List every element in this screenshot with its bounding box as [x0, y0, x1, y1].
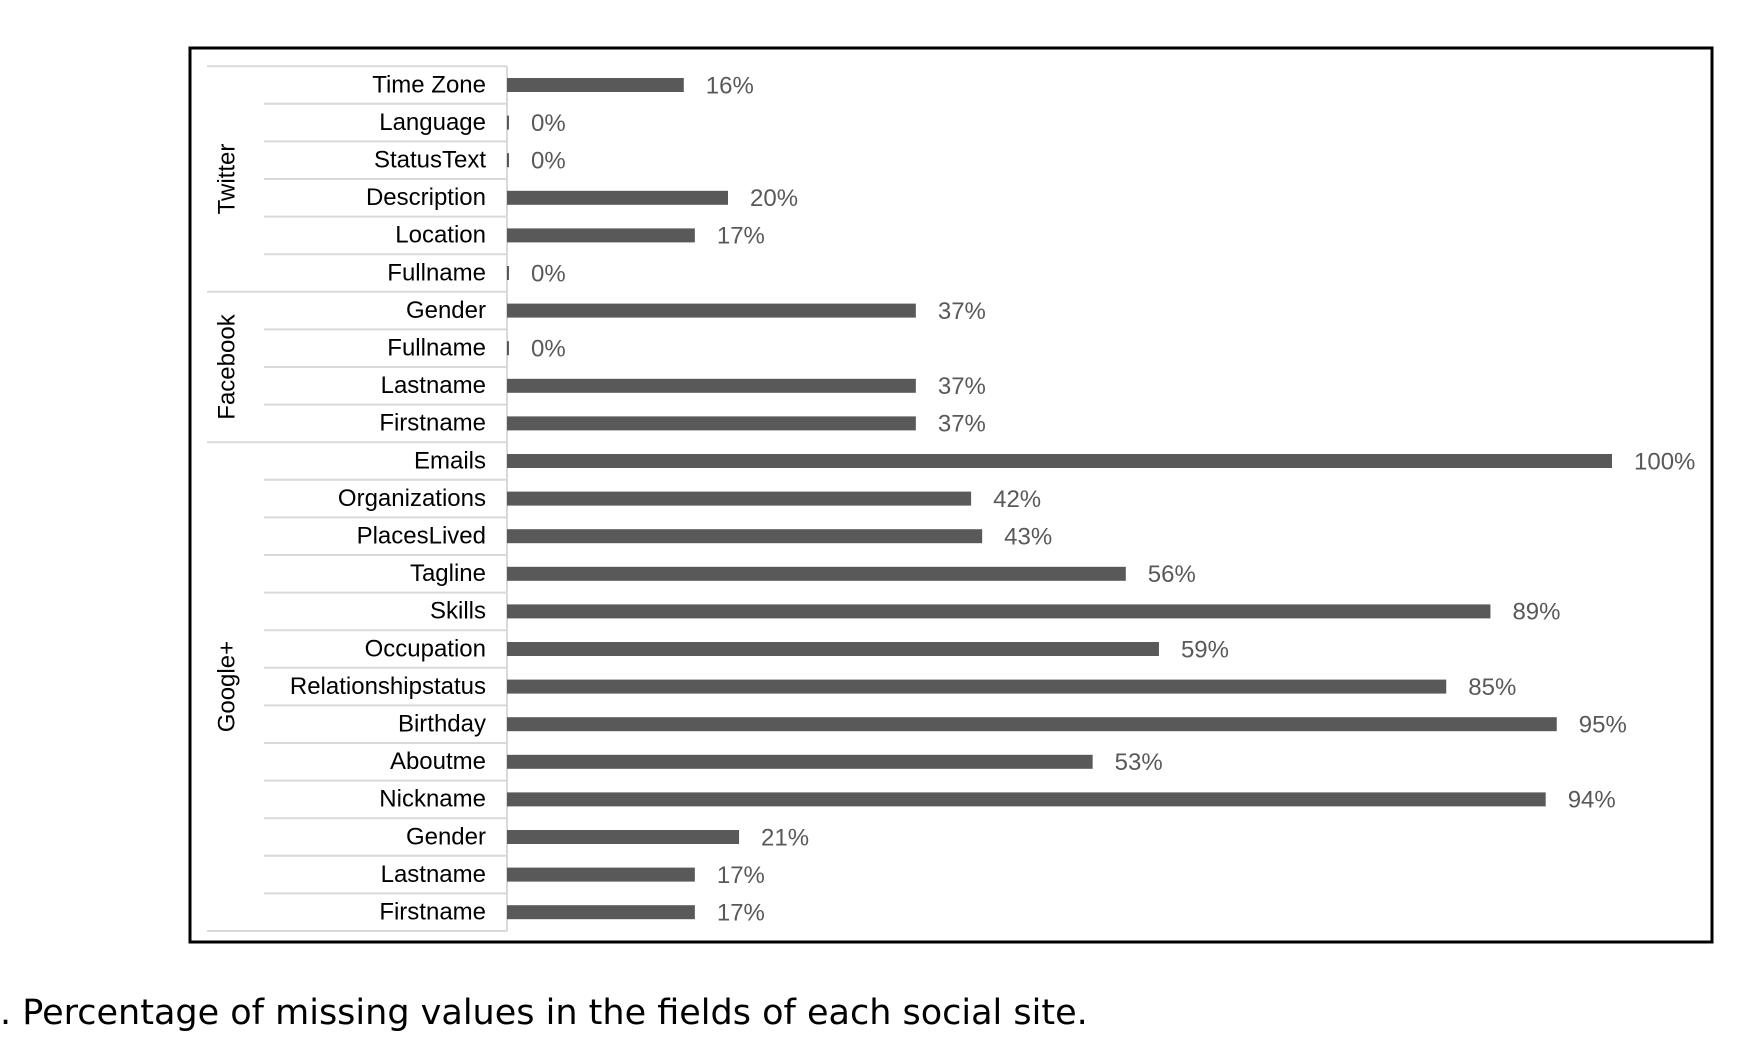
value-label: 43%: [1004, 524, 1052, 551]
value-label: 37%: [938, 411, 986, 438]
category-label: Skills: [430, 598, 486, 625]
value-label: 17%: [717, 862, 765, 889]
bar: [507, 190, 728, 205]
value-label: 21%: [761, 824, 809, 851]
bar: [507, 830, 740, 844]
bar: [507, 867, 695, 882]
category-label: Nickname: [379, 786, 486, 813]
value-label: 89%: [1512, 599, 1560, 626]
category-label: Firstname: [379, 410, 486, 437]
bar: [507, 153, 509, 168]
bar: [507, 792, 1546, 807]
category-label: Lastname: [381, 861, 486, 888]
value-label: 0%: [531, 148, 566, 175]
bar: [507, 679, 1447, 694]
value-label: 100%: [1634, 448, 1695, 475]
category-label: Location: [395, 222, 486, 249]
value-label: 85%: [1468, 674, 1516, 701]
bar: [507, 416, 916, 431]
category-label: Gender: [406, 823, 486, 850]
value-label: 16%: [706, 72, 754, 99]
value-label: 20%: [750, 185, 798, 212]
bar: [507, 754, 1093, 769]
figure-caption: . Percentage of missing values in the fi…: [0, 993, 1088, 1033]
category-label: Organizations: [338, 485, 486, 512]
category-label: Occupation: [365, 635, 486, 662]
value-label: 37%: [938, 298, 986, 325]
category-label: Firstname: [379, 899, 486, 926]
value-label: 0%: [531, 336, 566, 363]
bar: [507, 341, 509, 356]
bar: [507, 604, 1491, 619]
category-label: Lastname: [381, 372, 486, 399]
category-label: Gender: [406, 297, 486, 324]
bar: [507, 115, 509, 130]
value-label: 42%: [993, 486, 1041, 513]
value-label: 17%: [717, 900, 765, 927]
value-label: 37%: [938, 373, 986, 400]
category-label: Birthday: [398, 711, 486, 738]
category-label: Time Zone: [372, 71, 486, 98]
category-label: Language: [379, 109, 486, 136]
value-label: 56%: [1148, 561, 1196, 588]
labels: Time Zone 16% Language 0% StatusText 0% Descri…: [213, 71, 1695, 926]
category-label: Description: [366, 184, 486, 211]
category-label: Tagline: [410, 560, 486, 587]
bar: [507, 78, 684, 92]
category-label: PlacesLived: [357, 523, 486, 550]
bar: [507, 529, 983, 544]
bar: [507, 491, 972, 506]
bars: [507, 78, 1612, 920]
category-label: Relationshipstatus: [290, 673, 486, 700]
category-label: StatusText: [374, 147, 486, 174]
group-label: Facebook: [213, 313, 240, 419]
group-label: Google+: [213, 641, 240, 732]
category-label: Fullname: [387, 335, 486, 362]
bar: [507, 303, 916, 318]
category-label: Aboutme: [390, 748, 486, 775]
value-label: 59%: [1181, 636, 1229, 663]
category-label: Emails: [414, 447, 486, 474]
bar: [507, 266, 509, 280]
category-label: Fullname: [387, 259, 486, 286]
bar: [507, 566, 1126, 581]
bar: [507, 228, 695, 243]
bar: [507, 642, 1159, 656]
group-label: Twitter: [213, 144, 240, 215]
bar: [507, 378, 916, 393]
value-label: 17%: [717, 223, 765, 250]
bar: [507, 905, 695, 920]
value-label: 53%: [1115, 749, 1163, 776]
value-label: 0%: [531, 110, 566, 137]
value-label: 0%: [531, 260, 566, 287]
value-label: 94%: [1568, 787, 1616, 814]
value-label: 95%: [1579, 712, 1627, 739]
bar: [507, 717, 1557, 732]
bar: [507, 454, 1612, 468]
